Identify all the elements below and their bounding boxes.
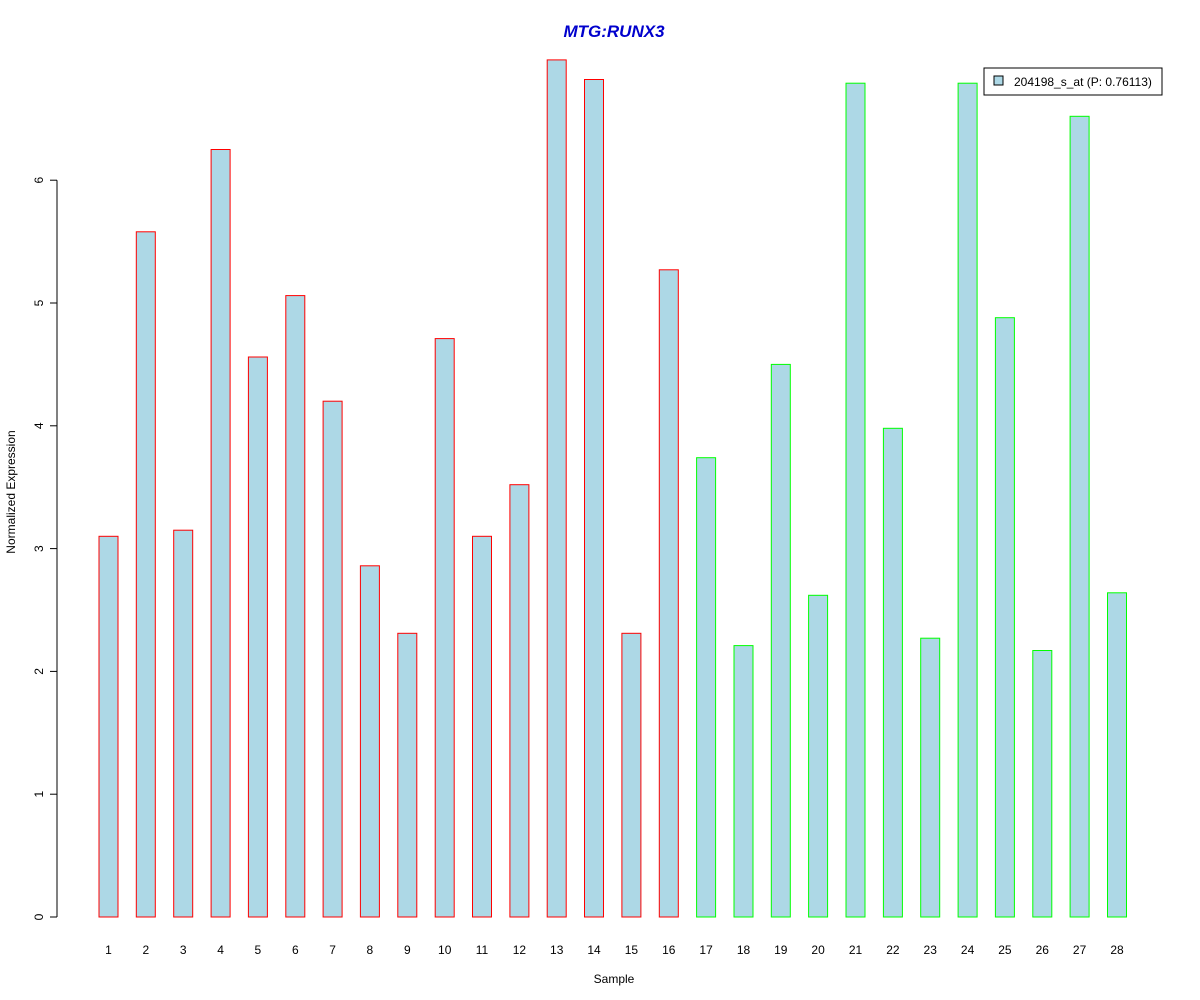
bars (98, 59, 1127, 918)
x-tick-label-3: 3 (180, 943, 187, 957)
bar-sample-19 (770, 363, 791, 918)
bar-sample-28 (1107, 592, 1127, 918)
y-tick-label-0: 0 (32, 913, 46, 920)
bar-sample-15 (621, 632, 642, 918)
x-tick-label-10: 10 (438, 943, 452, 957)
bar-sample-18 (733, 645, 754, 918)
y-tick-label-1: 1 (32, 791, 46, 798)
y-tick-label-5: 5 (32, 299, 46, 306)
x-tick-label-16: 16 (662, 943, 676, 957)
x-tick-label-4: 4 (217, 943, 224, 957)
bar-sample-24 (957, 82, 978, 918)
chart-title: MTG:RUNX3 (563, 22, 665, 41)
x-axis-title: Sample (594, 972, 635, 986)
x-tick-label-21: 21 (849, 943, 863, 957)
bar-sample-26 (1032, 650, 1053, 918)
y-tick-label-6: 6 (32, 177, 46, 184)
x-tick-label-2: 2 (142, 943, 149, 957)
x-tick-label-1: 1 (105, 943, 112, 957)
bar-sample-10 (434, 338, 455, 918)
bar-sample-14 (584, 79, 604, 918)
bar-sample-4 (210, 149, 231, 918)
x-tick-label-9: 9 (404, 943, 411, 957)
x-tick-label-23: 23 (924, 943, 938, 957)
x-tick-label-12: 12 (513, 943, 527, 957)
y-tick-label-4: 4 (32, 422, 46, 429)
bar-sample-7 (322, 400, 343, 918)
bar-sample-8 (359, 565, 380, 918)
x-tick-label-7: 7 (329, 943, 336, 957)
x-tick-label-19: 19 (774, 943, 788, 957)
x-tick-label-13: 13 (550, 943, 564, 957)
bar-sample-9 (397, 632, 418, 918)
x-tick-label-20: 20 (811, 943, 825, 957)
bar-sample-25 (994, 317, 1015, 918)
x-tick-label-17: 17 (699, 943, 713, 957)
y-tick-label-2: 2 (32, 668, 46, 675)
bar-sample-22 (882, 427, 903, 918)
bar-sample-27 (1069, 115, 1090, 918)
bar-sample-2 (135, 231, 156, 918)
x-tick-label-5: 5 (255, 943, 262, 957)
bar-sample-5 (247, 356, 268, 918)
legend-box (983, 67, 1163, 96)
bar-sample-21 (845, 82, 866, 918)
x-tick-label-15: 15 (625, 943, 639, 957)
bar-sample-6 (285, 295, 306, 918)
x-tick-label-6: 6 (292, 943, 299, 957)
legend-label: 204198_s_at (P: 0.76113) (1014, 75, 1152, 89)
x-tick-label-24: 24 (961, 943, 975, 957)
y-axis: 0 1 2 3 4 5 6 (32, 177, 58, 920)
bar-sample-17 (696, 457, 717, 918)
legend: 204198_s_at (P: 0.76113) (983, 67, 1163, 96)
bar-sample-11 (472, 535, 492, 918)
bar-sample-13 (546, 59, 567, 918)
bar-sample-12 (509, 484, 530, 918)
x-tick-label-25: 25 (998, 943, 1012, 957)
x-tick-label-8: 8 (367, 943, 374, 957)
legend-swatch (993, 75, 1004, 86)
bar-sample-20 (808, 594, 829, 918)
x-tick-label-22: 22 (886, 943, 900, 957)
bar-sample-1 (98, 535, 119, 918)
x-tick-label-27: 27 (1073, 943, 1087, 957)
x-axis-labels: 1 2 3 4 5 6 7 8 9 10 11 12 13 14 15 16 17 18 19 20 21 22 23 24 2… (105, 943, 1124, 957)
y-axis-title: Normalized Expression (4, 430, 18, 553)
x-tick-label-26: 26 (1036, 943, 1050, 957)
bar-sample-16 (658, 269, 679, 918)
bar-sample-23 (920, 637, 941, 918)
x-tick-label-28: 28 (1110, 943, 1124, 957)
x-tick-label-18: 18 (737, 943, 751, 957)
bar-sample-3 (173, 529, 194, 918)
x-tick-label-14: 14 (587, 943, 601, 957)
y-tick-label-3: 3 (32, 545, 46, 552)
x-tick-label-11: 11 (476, 943, 489, 957)
